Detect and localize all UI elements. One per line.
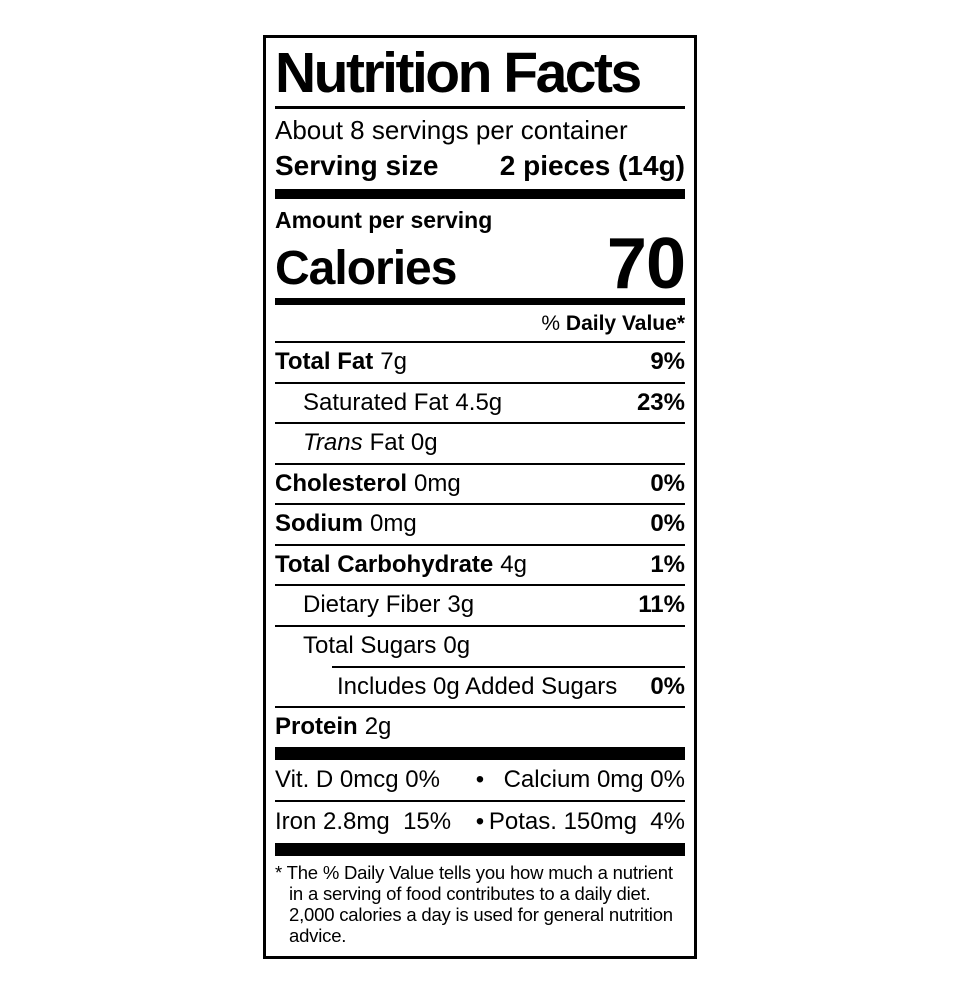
micronutrient-row-vitd-calcium: Vit. D 0mcg 0% • Calcium 0mg 0% xyxy=(275,760,685,801)
nutrient-row-sodium: Sodium 0mg 0% xyxy=(275,503,685,544)
nutrient-dv: 11% xyxy=(638,591,685,619)
daily-value-footnote: * The % Daily Value tells you how much a… xyxy=(275,856,685,948)
nutrient-dv: 0% xyxy=(650,672,685,700)
nutrient-dv: 9% xyxy=(650,347,685,375)
thick-divider-top xyxy=(275,189,685,200)
nutrient-row-protein: Protein 2g xyxy=(275,706,685,747)
servings-per-container: About 8 servings per container xyxy=(275,115,628,146)
nutrient-name: Sodium xyxy=(275,510,363,538)
nutrient-row-total-sugars: Total Sugars 0g xyxy=(275,625,685,666)
daily-value-percent-sign: % xyxy=(541,311,566,335)
amount-per-serving-label: Amount per serving xyxy=(275,207,493,234)
nutrient-amount: 0mg xyxy=(414,469,461,497)
nutrient-name: Dietary Fiber xyxy=(303,591,441,619)
nutrient-name: Protein xyxy=(275,713,358,741)
nutrient-amount: 7g xyxy=(380,347,407,375)
nutrient-dv: 0% xyxy=(650,469,685,497)
label-title: Nutrition Facts xyxy=(275,42,685,110)
medium-divider-calories xyxy=(275,297,685,305)
nutrient-name: Trans xyxy=(303,429,363,457)
calories-label: Calories xyxy=(275,242,457,296)
footnote-asterisk: * xyxy=(275,862,287,884)
nutrient-row-trans-fat: Trans Fat 0g xyxy=(275,422,685,463)
daily-value-header-text: Daily Value* xyxy=(565,311,685,335)
bullet-separator-icon: • xyxy=(475,808,485,836)
serving-size-value: 2 pieces (14g) xyxy=(499,149,685,181)
nutrient-row-cholesterol: Cholesterol 0mg 0% xyxy=(275,462,685,504)
nutrient-row-added-sugars: Includes 0g Added Sugars 0% xyxy=(332,665,685,707)
nutrient-amount: 3g xyxy=(447,591,475,619)
nutrient-row-total-carbohydrate: Total Carbohydrate 4g 1% xyxy=(275,543,685,585)
nutrient-name: Total Fat xyxy=(275,347,374,375)
nutrient-name: Total Sugars xyxy=(303,632,437,660)
thick-divider-footnote xyxy=(275,843,685,857)
footnote-text: The % Daily Value tells you how much a n… xyxy=(286,862,673,947)
nutrient-row-dietary-fiber: Dietary Fiber 3g 11% xyxy=(275,584,685,625)
nutrient-name: Saturated Fat xyxy=(303,388,449,416)
nutrient-amount: 4g xyxy=(500,550,527,578)
micronutrient-right: Potas. 150mg 4% xyxy=(488,808,685,836)
nutrient-amount: Fat 0g xyxy=(369,429,438,457)
micronutrient-right: Calcium 0mg 0% xyxy=(503,765,685,793)
nutrient-dv: 23% xyxy=(636,388,685,416)
nutrition-facts-label: Nutrition Facts About 8 servings per con… xyxy=(263,35,697,960)
nutrient-name: Total Carbohydrate xyxy=(275,550,494,578)
nutrient-dv: 0% xyxy=(650,510,685,538)
nutrient-name: Cholesterol xyxy=(275,469,408,497)
thick-divider-protein xyxy=(275,746,685,760)
micronutrient-left: Vit. D 0mcg 0% xyxy=(275,765,440,793)
nutrient-rows: Total Fat 7g 9% Saturated Fat 4.5g 23% Tra… xyxy=(275,340,685,747)
daily-value-header: % Daily Value* xyxy=(275,305,685,341)
serving-size-row: Serving size 2 pieces (14g) xyxy=(275,147,685,190)
bullet-separator-icon: • xyxy=(475,765,485,793)
calories-value: 70 xyxy=(606,223,686,304)
nutrient-row-total-fat: Total Fat 7g 9% xyxy=(275,340,685,382)
nutrient-amount: 0mg xyxy=(370,510,417,538)
nutrient-amount: 4.5g xyxy=(455,388,503,416)
micronutrient-row-iron-potassium: Iron 2.8mg 15% • Potas. 150mg 4% xyxy=(275,800,685,843)
nutrient-name: Includes 0g Added Sugars xyxy=(337,672,618,700)
nutrient-amount: 2g xyxy=(364,713,392,741)
micronutrient-section: Vit. D 0mcg 0% • Calcium 0mg 0% Iron 2.8… xyxy=(275,760,685,843)
serving-size-label: Serving size xyxy=(275,149,439,181)
micronutrient-left: Iron 2.8mg 15% xyxy=(275,808,452,836)
nutrient-amount: 0g xyxy=(443,632,471,660)
nutrient-dv: 1% xyxy=(650,550,685,578)
calories-row: Calories 70 xyxy=(275,223,686,304)
nutrient-row-saturated-fat: Saturated Fat 4.5g 23% xyxy=(275,381,685,423)
